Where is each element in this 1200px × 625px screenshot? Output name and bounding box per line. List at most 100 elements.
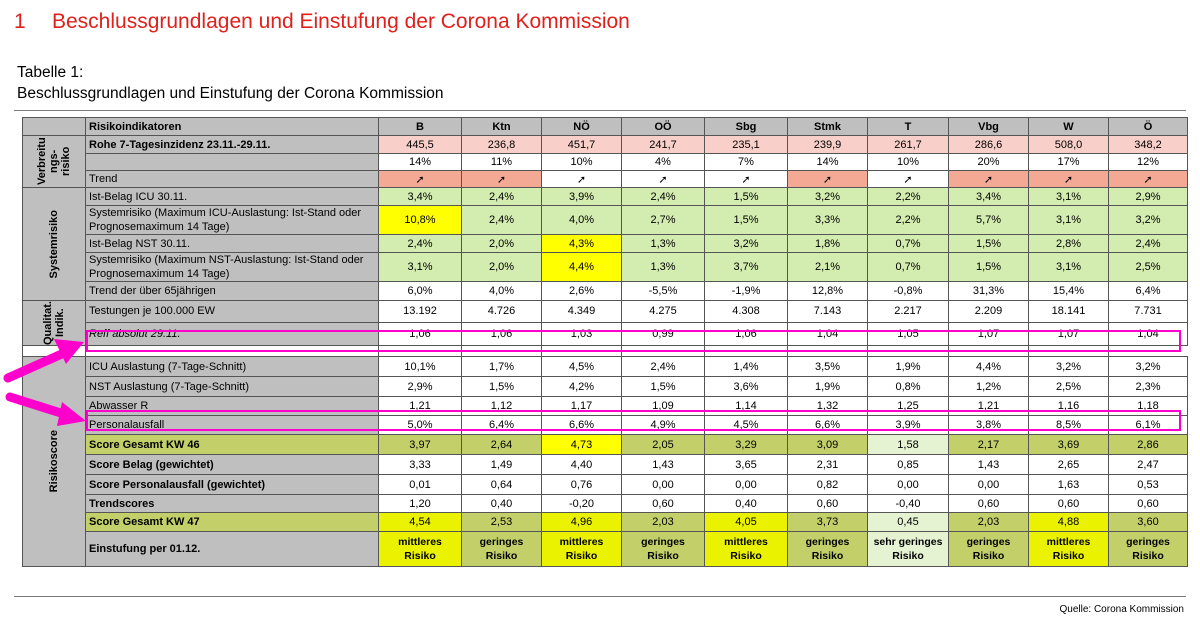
table-row: Ist-Belag NST 30.11. 2,4% 2,0% 4,3% 1,3% 3,2%… — [23, 234, 1188, 253]
value-cell: 3,3% — [787, 205, 868, 235]
value-cell: 4,0% — [461, 281, 542, 301]
value-cell: 2,86 — [1108, 434, 1188, 456]
value-cell: 2,9% — [1108, 187, 1188, 206]
value-cell: 1,20 — [378, 494, 462, 514]
value-cell: 1,7% — [461, 356, 542, 378]
value-cell: 4,88 — [1028, 512, 1109, 533]
value-cell: ➚ — [541, 170, 622, 188]
row-label: Rohe 7-Tagesinzidenz 23.11.-29.11. — [85, 135, 379, 154]
value-cell: 18.141 — [1028, 300, 1109, 323]
value-cell: 0,76 — [541, 474, 622, 496]
value-cell: 4,4% — [541, 252, 622, 282]
value-cell: 0,60 — [621, 494, 705, 514]
table-row: Qualitat. Indik. Testungen je 100.000 EW 1… — [22, 299, 1188, 347]
value-cell: 13.192 — [378, 300, 462, 323]
value-cell: -0,40 — [867, 494, 949, 514]
table-row: Trend ➚ ➚ ➚ ➚ ➚ ➚ ➚ ➚ ➚ ➚ — [23, 170, 1188, 188]
value-cell: 0,8% — [867, 376, 949, 398]
value-cell: 236,8 — [461, 135, 542, 154]
value-cell: 4,0% — [541, 205, 622, 235]
highlight-box-abwasser — [86, 410, 1181, 431]
value-cell: 1,58 — [867, 434, 949, 456]
value-cell: 0,45 — [867, 512, 949, 533]
value-cell: 17% — [1028, 153, 1109, 171]
value-cell: 1,3% — [621, 252, 705, 282]
group-risikoscore: Risikoscore — [22, 356, 86, 568]
value-cell: 3,2% — [1028, 356, 1109, 378]
top-rule — [14, 110, 1186, 111]
value-cell: 2,53 — [461, 512, 542, 533]
table-row: Reff absolut 29.11. 1,06 1,06 1,03 0,99 1,06 1… — [23, 321, 1188, 347]
value-cell: 2,0% — [461, 252, 542, 282]
header-region: OÖ — [621, 117, 705, 136]
group-verbreitungsrisiko: Verbreitu ngs-risiko — [22, 135, 86, 188]
value-cell: 1,5% — [704, 187, 788, 206]
value-cell: ➚ — [867, 170, 949, 188]
row-label: NST Auslastung (7-Tage-Schnitt) — [85, 376, 379, 398]
value-cell: 15,4% — [1028, 281, 1109, 301]
row-label: Score Personalausfall (gewichtet) — [85, 474, 379, 496]
arrow-to-reff — [3, 339, 84, 383]
value-cell: 1,04 — [787, 321, 868, 347]
table-row: Score Gesamt KW 47 4,54 2,53 4,96 2,03 4,05 3,… — [23, 512, 1188, 533]
value-cell: 7% — [704, 153, 788, 171]
value-cell: 2,03 — [621, 512, 705, 533]
value-cell: 3,60 — [1108, 512, 1188, 533]
table-row: Einstufung per 01.12. mittleres Risiko ger… — [23, 531, 1188, 568]
value-cell: 0,7% — [867, 252, 949, 282]
header-region: W — [1028, 117, 1109, 136]
value-cell: 508,0 — [1028, 135, 1109, 154]
value-cell: 1,06 — [704, 321, 788, 347]
value-cell: 241,7 — [621, 135, 705, 154]
source-note: Quelle: Corona Kommission — [1059, 604, 1185, 615]
row-label: Einstufung per 01.12. — [85, 531, 379, 568]
value-cell: 2,4% — [1108, 234, 1188, 253]
section-title: Beschlussgrundlagen und Einstufung der C… — [52, 10, 630, 33]
value-cell: 6,0% — [378, 281, 462, 301]
value-cell: ➚ — [461, 170, 542, 188]
value-cell: 10,1% — [378, 356, 462, 378]
table-wrapper: Risikoindikatoren B Ktn NÖ OÖ Sbg Stmk T Vbg W Ö Ve… — [22, 117, 1188, 568]
value-cell: 3,4% — [378, 187, 462, 206]
value-cell: 1,04 — [1108, 321, 1188, 347]
value-cell: 2,1% — [787, 252, 868, 282]
value-cell: 3,1% — [378, 252, 462, 282]
value-cell: 2,31 — [787, 454, 868, 476]
value-cell: 3,2% — [1108, 205, 1188, 235]
value-cell: 3,09 — [787, 434, 868, 456]
value-cell: 0,60 — [787, 494, 868, 514]
value-cell: -5,5% — [621, 281, 705, 301]
section-heading: 1 Beschlussgrundlagen und Einstufung der … — [14, 10, 630, 34]
table-row: Trend der über 65jährigen 6,0% 4,0% 2,6% -5,… — [23, 281, 1188, 301]
value-cell: mittleres Risiko — [541, 531, 622, 568]
value-cell: ➚ — [704, 170, 788, 188]
table-row: NST Auslastung (7-Tage-Schnitt) 2,9% 1,5% 4… — [23, 376, 1188, 398]
table-row: Systemrisiko (Maximum NST-Auslastung: Is… — [23, 252, 1188, 282]
caption-line-2: Beschlussgrundlagen und Einstufung der C… — [17, 85, 444, 102]
value-cell: 3,69 — [1028, 434, 1109, 456]
value-cell: -1,9% — [704, 281, 788, 301]
table-header-row: Risikoindikatoren B Ktn NÖ OÖ Sbg Stmk T Vbg W Ö — [22, 117, 1188, 136]
value-cell: 0,00 — [867, 474, 949, 496]
value-cell: 2,4% — [621, 187, 705, 206]
row-label: Trend der über 65jährigen — [85, 281, 379, 301]
value-cell: 7.143 — [787, 300, 868, 323]
group-qualitat-indik: Qualitat. Indik. — [22, 299, 86, 347]
row-label: Systemrisiko (Maximum ICU-Auslastung: Is… — [85, 205, 379, 235]
value-cell: 2,5% — [1028, 376, 1109, 398]
value-cell: 2.209 — [948, 300, 1029, 323]
value-cell: 2,47 — [1108, 454, 1188, 476]
row-label: Reff absolut 29.11. — [85, 321, 379, 347]
table-row: Score Personalausfall (gewichtet) 0,01 0,6… — [23, 474, 1188, 496]
value-cell: 4.349 — [541, 300, 622, 323]
header-region: Vbg — [948, 117, 1029, 136]
table-caption: Tabelle 1: Beschlussgrundlagen und Einst… — [17, 62, 444, 104]
value-cell: 261,7 — [867, 135, 949, 154]
value-cell: 0,00 — [948, 474, 1029, 496]
value-cell: 1,9% — [787, 376, 868, 398]
value-cell: 0,00 — [704, 474, 788, 496]
value-cell: 0,99 — [621, 321, 705, 347]
row-label: Trendscores — [85, 494, 379, 514]
value-cell: 1,43 — [948, 454, 1029, 476]
